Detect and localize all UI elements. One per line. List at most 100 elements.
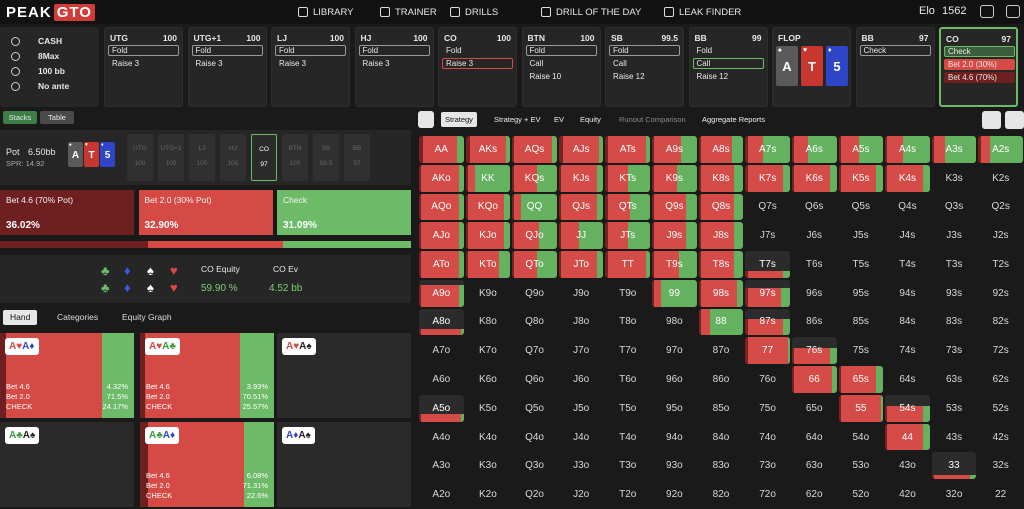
hand-cell[interactable]: JTo [558,251,604,278]
nav-item[interactable]: TRAINER [380,5,437,19]
hand-cell[interactable]: KQs [512,164,557,192]
action-option[interactable]: Fold [191,45,263,56]
hand-cell[interactable]: 96o [652,366,697,393]
hand-cell[interactable]: KTo [465,251,511,278]
hand-cell[interactable]: K6s [791,164,837,192]
hand-cell[interactable]: 53s [932,395,977,422]
position-card[interactable]: FLOP ♠ A ♥ T ♦ 5 [772,27,851,107]
action-option[interactable]: Fold [609,45,680,56]
hand-cell[interactable]: K8o [466,309,511,336]
hand-cell[interactable]: AQs [512,136,557,163]
hand-cell[interactable]: 92o [652,481,697,508]
action-option[interactable]: Raise 3 [279,59,307,68]
hand-cell[interactable]: K5s [838,164,884,192]
hand-cell[interactable]: 42o [885,481,930,508]
hand-cell[interactable]: 98o [652,309,697,336]
action-option[interactable]: Raise 12 [696,72,729,81]
hand-cell[interactable]: T2s [978,251,1023,278]
hand-cell[interactable]: Q7s [745,194,790,221]
hand-cell[interactable]: AQo [419,193,464,221]
hand-cell[interactable]: K7s [745,164,790,192]
hand-cell[interactable]: 43o [885,452,930,479]
combo-card[interactable]: A♥ A♠ [277,333,411,418]
hand-cell[interactable]: AJo [419,222,464,250]
hand-cell[interactable]: 64o [792,424,837,451]
hand-cell[interactable]: A8s [698,136,744,163]
hand-cell[interactable]: 73o [745,452,790,479]
tab[interactable]: Strategy [441,112,477,127]
hand-cell[interactable]: J4s [885,222,930,249]
action-option[interactable]: Raise 3 [195,59,223,68]
seat[interactable]: SB 99.5 [313,134,339,181]
hand-cell[interactable]: 74o [745,424,790,451]
combo-card[interactable]: A♣ A♠ [0,422,134,507]
tab[interactable]: Equity Graph [122,312,172,322]
hand-cell[interactable]: 32o [932,481,977,508]
position-card[interactable]: UTG 100 Fold Raise 3 [104,27,183,107]
seat[interactable]: HJ 100 [220,134,246,181]
hand-cell[interactable]: QJo [512,222,557,250]
hand-cell[interactable]: T6s [792,251,837,278]
hand-cell[interactable]: 88 [698,308,744,336]
hand-cell[interactable]: 77 [745,337,790,365]
seat[interactable]: BTN 100 [282,134,308,181]
hand-cell[interactable]: 75o [745,395,790,422]
hand-cell[interactable]: J2o [559,481,604,508]
tab[interactable]: Equity [580,115,601,124]
position-card[interactable]: HJ 100 Fold Raise 3 [354,27,434,107]
hand-cell[interactable]: J6o [559,366,604,393]
action-option[interactable]: Check [944,46,1015,57]
hand-cell[interactable]: QQ [512,193,557,221]
action-option[interactable]: Raise 3 [442,58,513,69]
hand-cell[interactable]: QJs [558,193,604,221]
hand-cell[interactable]: Q3s [932,194,977,221]
hand-cell[interactable]: 63o [792,452,837,479]
hand-cell[interactable]: A5s [838,136,884,163]
hand-cell[interactable]: J9o [559,280,604,307]
hand-cell[interactable]: T5s [839,251,884,278]
hand-cell[interactable]: J8s [698,222,744,250]
hand-cell[interactable]: 72s [978,337,1023,364]
hand-cell[interactable]: A7o [419,337,464,364]
hand-cell[interactable]: 97o [652,337,697,364]
hand-cell[interactable]: Q2o [512,481,557,508]
hand-cell[interactable]: A5o [419,394,464,422]
seat[interactable]: BB 97 [344,134,370,181]
position-card[interactable]: UTG+1 100 Fold Raise 3 [187,27,267,107]
hand-cell[interactable]: 86o [699,366,744,393]
action-option[interactable]: Raise 12 [613,72,645,81]
hand-cell[interactable]: ATo [419,251,464,278]
action-option[interactable]: Fold [108,45,179,56]
hand-cell[interactable]: 82o [699,481,744,508]
hand-cell[interactable]: T4o [605,424,650,451]
hand-cell[interactable]: Q7o [512,337,557,364]
position-card[interactable]: BB 97 Check [855,27,935,107]
hand-cell[interactable]: 85o [699,395,744,422]
action-option[interactable]: Call [613,59,627,68]
hand-cell[interactable]: K9s [652,164,697,192]
tab[interactable]: Stacks [3,111,37,124]
nav-item[interactable]: DRILLS [450,5,498,19]
hand-cell[interactable]: 43s [932,424,977,451]
hand-cell[interactable]: Q9s [652,193,697,221]
hand-cell[interactable]: T4s [885,251,930,278]
hand-cell[interactable]: 53o [839,452,884,479]
position-card[interactable]: CO 100 Fold Raise 3 [438,27,517,107]
hand-cell[interactable]: 86s [792,309,837,336]
icon-button[interactable] [1005,111,1024,129]
seat[interactable]: LJ 100 [189,134,215,181]
action-option[interactable]: Raise 3 [112,59,140,68]
hand-cell[interactable]: 93s [932,280,977,307]
hand-cell[interactable]: A6s [791,136,837,163]
hand-cell[interactable]: 66 [791,366,837,393]
hand-cell[interactable]: 95s [839,280,884,307]
hand-cell[interactable]: T5o [605,395,650,422]
hand-cell[interactable]: T7o [605,337,650,364]
hand-cell[interactable]: J9s [652,222,697,250]
hand-cell[interactable]: KTs [605,164,651,192]
hand-cell[interactable]: 65s [838,366,884,393]
hand-cell[interactable]: T9s [652,251,697,278]
hand-cell[interactable]: T2o [605,481,650,508]
hand-cell[interactable]: K2s [978,165,1023,192]
icon-button[interactable] [418,111,434,128]
